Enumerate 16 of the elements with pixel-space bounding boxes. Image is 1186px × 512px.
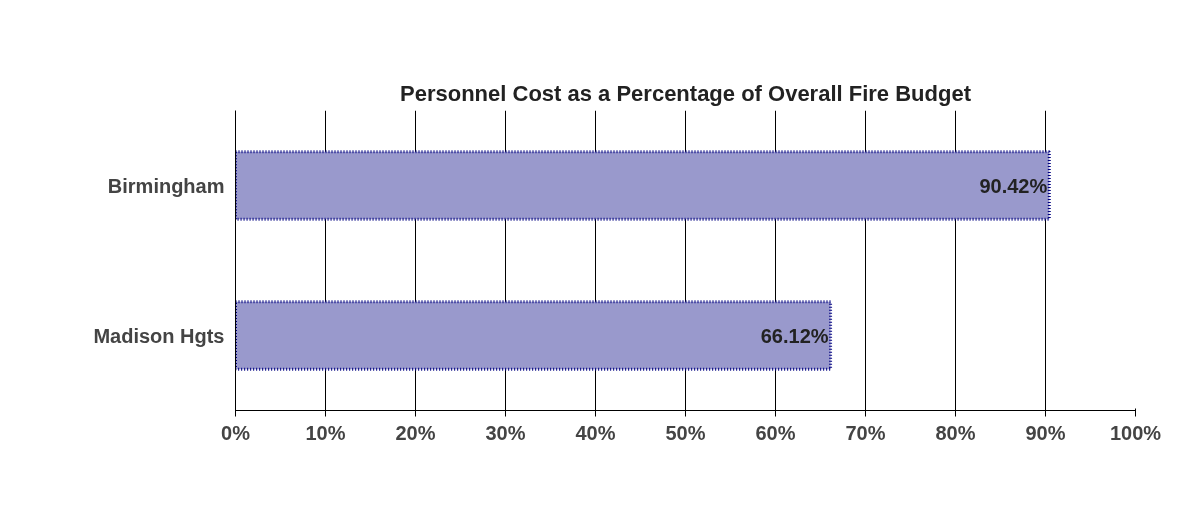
x-tick-label: 80% <box>935 421 976 444</box>
x-tick-label: 100% <box>1109 421 1162 444</box>
chart-title: Personnel Cost as a Percentage of Overall Fire Budget <box>400 80 972 106</box>
data-label: 66.12% <box>760 324 829 347</box>
x-tick-label: 70% <box>845 421 886 444</box>
x-tick-label: 30% <box>485 421 526 444</box>
data-label: 90.42% <box>979 174 1048 197</box>
x-tick-label: 50% <box>665 421 706 444</box>
x-tick-label: 0% <box>221 421 251 444</box>
x-tick-label: 60% <box>755 421 796 444</box>
x-tick-label: 10% <box>305 421 346 444</box>
x-tick-label: 20% <box>395 421 436 444</box>
x-tick-label: 90% <box>1025 421 1066 444</box>
x-tick-label: 40% <box>575 421 616 444</box>
y-tick-label: Madison Hgts <box>93 324 225 347</box>
y-tick-label: Birmingham <box>107 174 225 197</box>
